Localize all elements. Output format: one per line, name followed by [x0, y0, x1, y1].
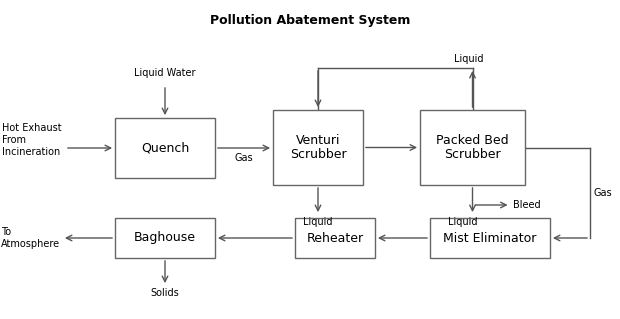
Text: Liquid: Liquid [448, 217, 477, 227]
Bar [115, 118, 215, 178]
Text: Pollution Abatement System: Pollution Abatement System [210, 14, 410, 27]
Text: Gas: Gas [593, 188, 611, 198]
Text: Solids: Solids [151, 288, 179, 298]
Text: Bleed: Bleed [513, 200, 540, 210]
Text: Liquid: Liquid [303, 217, 333, 227]
Text: To
Atmosphere: To Atmosphere [1, 227, 60, 249]
Text: Hot Exhaust
From
Incineration: Hot Exhaust From Incineration [2, 123, 62, 157]
Text: Mist Eliminator: Mist Eliminator [443, 232, 537, 244]
Text: Venturi
Scrubber: Venturi Scrubber [290, 133, 347, 161]
Text: Gas: Gas [235, 153, 254, 163]
Text: Packed Bed
Scrubber: Packed Bed Scrubber [436, 133, 509, 161]
Text: Quench: Quench [141, 142, 189, 154]
Bar [115, 218, 215, 258]
Text: Liquid: Liquid [454, 54, 483, 64]
Text: Liquid Water: Liquid Water [135, 68, 196, 78]
Bar [430, 218, 550, 258]
Bar [295, 218, 375, 258]
Bar [420, 110, 525, 185]
Bar [273, 110, 363, 185]
Text: Baghouse: Baghouse [134, 232, 196, 244]
Text: Reheater: Reheater [306, 232, 363, 244]
